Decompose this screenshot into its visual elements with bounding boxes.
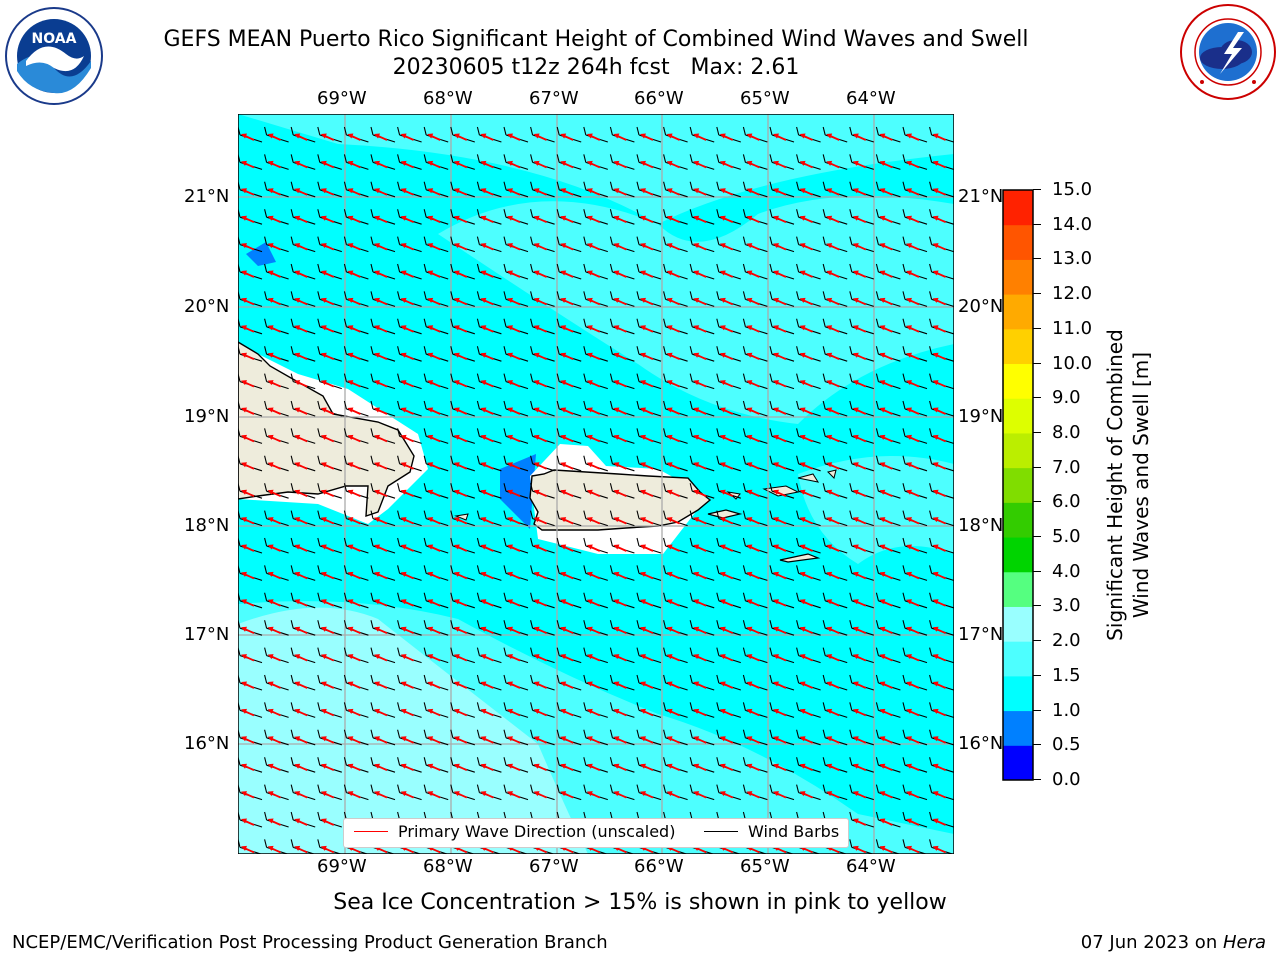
colorbar-tick-mark: [1033, 189, 1041, 190]
colorbar-tick-label: 13.0: [1052, 248, 1093, 270]
colorbar-tick-mark: [1033, 640, 1041, 642]
footer-host: Hera: [1222, 932, 1266, 953]
title-line-1: GEFS MEAN Puerto Rico Significant Height…: [163, 27, 1029, 52]
lat-label-right: 19°N: [958, 406, 1004, 427]
lat-label-left: 18°N: [184, 515, 230, 536]
lon-label-bottom: 68°W: [423, 856, 473, 877]
colorbar-tick-label: 5.0: [1052, 526, 1081, 548]
colorbar-tick-mark: [1033, 362, 1041, 364]
colorbar-tick-label: 4.0: [1052, 560, 1081, 582]
colorbar-tick-label: 7.0: [1052, 456, 1081, 478]
lat-label-right: 18°N: [958, 515, 1004, 536]
colorbar-tick-mark: [1033, 293, 1041, 295]
virgin-islands: [762, 485, 800, 497]
legend-wave-direction: Primary Wave Direction (unscaled): [354, 822, 675, 841]
lat-label-right: 16°N: [958, 733, 1004, 754]
lon-label-top: 66°W: [634, 88, 684, 109]
colorbar-bin: [1003, 641, 1033, 677]
colorbar-bin: [1003, 328, 1033, 365]
st-croix-island: [779, 553, 821, 563]
footer-branch: NCEP/EMC/Verification Post Processing Pr…: [12, 932, 608, 953]
lon-label-top: 64°W: [846, 88, 896, 109]
chart-title: GEFS MEAN Puerto Rico Significant Height…: [0, 26, 1192, 82]
noaa-logo: NOAA: [4, 6, 104, 110]
colorbar-tick-label: 6.0: [1052, 491, 1081, 513]
colorbar-bin: [1003, 606, 1033, 642]
lon-label-bottom: 67°W: [529, 856, 579, 877]
low-wave-patch: [246, 242, 276, 266]
colorbar-tick-label: 8.0: [1052, 421, 1081, 443]
map-legend: Primary Wave Direction (unscaled) Wind B…: [343, 818, 849, 848]
wind-barb-swatch: [704, 831, 738, 832]
lat-label-left: 16°N: [184, 733, 230, 754]
colorbar-tick-label: 10.0: [1052, 352, 1093, 374]
lat-label-right: 17°N: [958, 624, 1004, 645]
lon-label-bottom: 64°W: [846, 856, 896, 877]
colorbar-tick-mark: [1033, 536, 1041, 538]
colorbar-tick-mark: [1033, 605, 1041, 607]
colorbar-tick-mark: [1033, 570, 1041, 572]
colorbar-tick-label: 1.0: [1052, 699, 1081, 721]
lat-label-right: 20°N: [958, 296, 1004, 317]
vector-field: [237, 126, 954, 855]
colorbar-tick-mark: [1033, 501, 1041, 503]
lon-label-bottom: 69°W: [317, 856, 367, 877]
colorbar-bin: [1003, 224, 1033, 260]
colorbar-tick-mark: [1033, 431, 1041, 433]
svg-text:NOAA: NOAA: [32, 31, 77, 47]
legend-wind-barbs: Wind Barbs: [704, 822, 839, 841]
colorbar-bin: [1003, 745, 1033, 781]
colorbar-bin: [1003, 710, 1033, 746]
footer-date: 07 Jun 2023 on Hera: [1080, 932, 1266, 953]
colorbar-tick-label: 15.0: [1052, 179, 1093, 200]
colorbar-tick-mark: [1033, 223, 1041, 225]
colorbar-bin: [1003, 571, 1033, 607]
title-line-2: 20230605 t12z 264h fcst Max: 2.61: [392, 55, 800, 80]
colorbar-tick-label: 2.0: [1052, 630, 1081, 652]
colorbar-bin: [1003, 398, 1033, 434]
lon-label-top: 69°W: [317, 88, 367, 109]
colorbar-bin: [1003, 190, 1033, 226]
lat-label-right: 21°N: [958, 186, 1004, 207]
colorbar-tick-mark: [1033, 744, 1041, 746]
colorbar-tick-mark: [1033, 674, 1041, 676]
colorbar-bin: [1003, 467, 1033, 503]
colorbar-tick-label: 14.0: [1052, 213, 1093, 235]
lat-label-left: 17°N: [184, 624, 230, 645]
colorbar: [1002, 188, 1042, 786]
colorbar-tick-label: 12.0: [1052, 283, 1093, 305]
lat-label-left: 19°N: [184, 406, 230, 427]
lon-label-top: 67°W: [529, 88, 579, 109]
colorbar-bin: [1003, 363, 1033, 399]
colorbar-tick-label: 0.0: [1052, 769, 1081, 790]
colorbar-tick-label: 0.5: [1052, 734, 1081, 756]
colorbar-tick-mark: [1033, 397, 1041, 399]
colorbar-tick-label: 3.0: [1052, 595, 1081, 617]
lat-label-left: 20°N: [184, 296, 230, 317]
lon-label-top: 65°W: [740, 88, 790, 109]
colorbar-tick-label: 11.0: [1052, 317, 1093, 339]
colorbar-bin: [1003, 432, 1033, 469]
colorbar-tick-mark: [1033, 466, 1041, 468]
colorbar-bin: [1003, 294, 1033, 330]
nws-logo: [1178, 2, 1278, 106]
sea-ice-caption: Sea Ice Concentration > 15% is shown in …: [333, 890, 947, 915]
colorbar-tick-mark: [1033, 258, 1041, 260]
colorbar-tick-mark: [1033, 327, 1041, 329]
wave-direction-swatch: [354, 831, 388, 832]
colorbar-bin: [1003, 259, 1033, 295]
lon-label-top: 68°W: [423, 88, 473, 109]
lon-label-bottom: 65°W: [740, 856, 790, 877]
wave-zone-light: [238, 114, 954, 224]
colorbar-tick-label: 1.5: [1052, 664, 1081, 686]
colorbar-bin: [1003, 537, 1033, 573]
colorbar-tick-mark: [1033, 779, 1041, 780]
colorbar-tick-label: 9.0: [1052, 387, 1081, 409]
map-panel: [237, 113, 955, 855]
colorbar-bin: [1003, 675, 1033, 712]
lon-label-bottom: 66°W: [634, 856, 684, 877]
lat-label-left: 21°N: [184, 186, 230, 207]
colorbar-tick-mark: [1033, 709, 1041, 711]
colorbar-bin: [1003, 502, 1033, 538]
